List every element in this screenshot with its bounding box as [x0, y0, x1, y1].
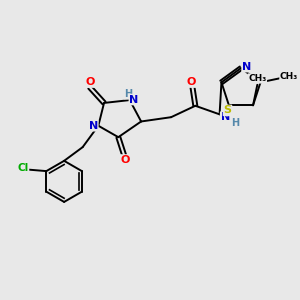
Text: CH₃: CH₃ [280, 72, 298, 81]
Text: N: N [129, 94, 139, 104]
Text: N: N [88, 121, 98, 131]
Text: H: H [231, 118, 239, 128]
Text: S: S [224, 105, 232, 116]
Text: O: O [121, 155, 130, 165]
Text: O: O [85, 77, 94, 87]
Text: N: N [221, 112, 230, 122]
Text: CH₃: CH₃ [248, 74, 266, 83]
Text: Cl: Cl [17, 163, 28, 173]
Text: H: H [124, 89, 132, 99]
Text: N: N [242, 62, 251, 72]
Text: O: O [186, 77, 196, 87]
